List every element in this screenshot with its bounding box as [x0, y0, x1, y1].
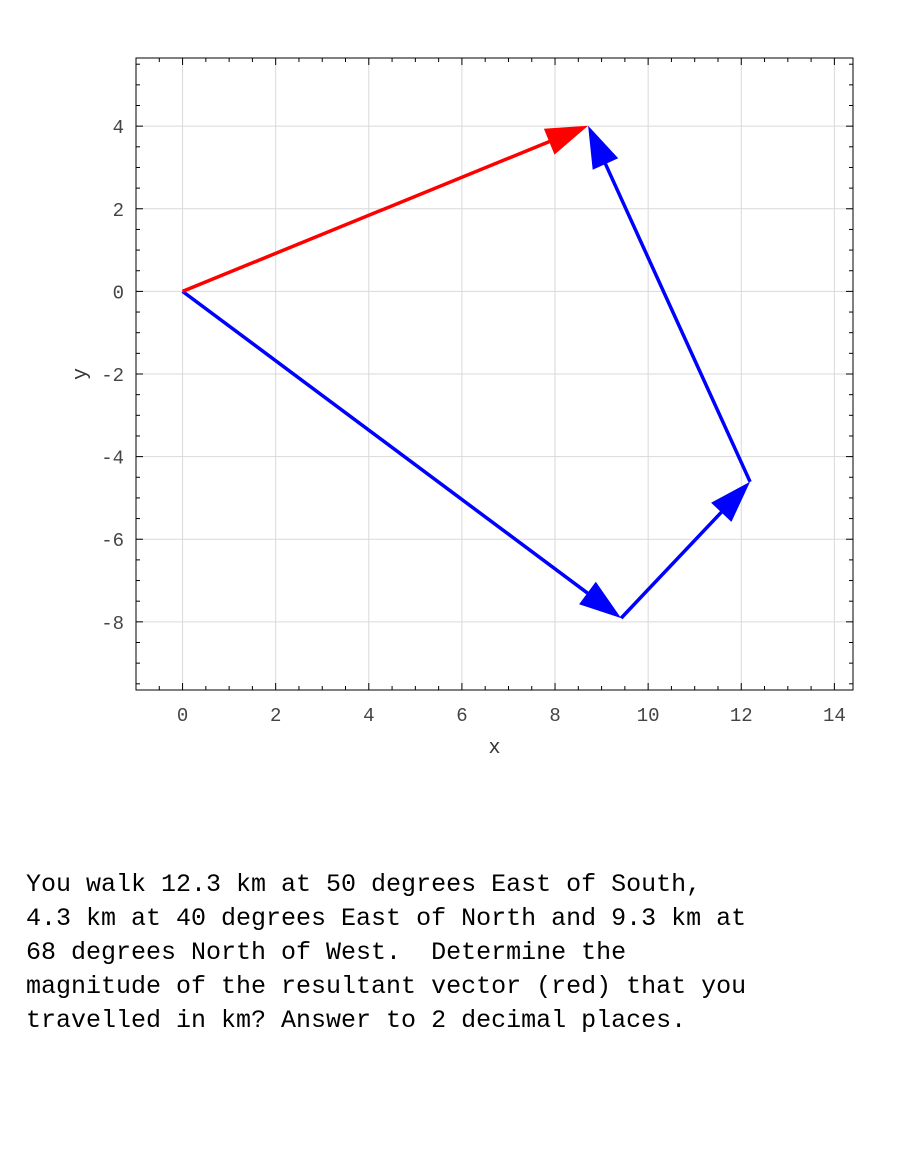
chart-svg: 0 2 4 6 8 10 12 14 4 2 0 -2 -4 -6 -8 x y	[70, 57, 854, 760]
vector-arrow	[181, 289, 622, 619]
grid-lines	[136, 58, 853, 690]
x-axis-title: x	[488, 737, 500, 760]
vector-arrow	[619, 481, 751, 620]
y-axis-title: y	[70, 368, 93, 380]
vector-arrowhead	[579, 581, 622, 619]
question-line: 68 degrees North of West. Determine the	[26, 938, 627, 967]
vector-chart: 0 2 4 6 8 10 12 14 4 2 0 -2 -4 -6 -8 x y	[70, 57, 854, 760]
x-tick-label: 0	[177, 705, 188, 727]
x-tick-label: 14	[823, 705, 846, 727]
y-tick-label: -4	[101, 448, 124, 470]
y-tick-label: 0	[113, 282, 124, 304]
y-tick-label: 2	[113, 200, 124, 222]
question-line: magnitude of the resultant vector (red) …	[26, 972, 747, 1001]
question-line: 4.3 km at 40 degrees East of North and 9…	[26, 904, 747, 933]
vectors	[181, 125, 752, 620]
x-tick-labels: 0 2 4 6 8 10 12 14	[177, 705, 846, 727]
x-tick-label: 2	[270, 705, 281, 727]
minor-ticks	[135, 58, 853, 690]
x-tick-label: 8	[549, 705, 560, 727]
question-text: You walk 12.3 km at 50 degrees East of S…	[26, 868, 886, 1038]
y-tick-label: -2	[101, 365, 124, 387]
x-tick-label: 4	[363, 705, 374, 727]
vector-arrow	[588, 125, 752, 483]
vector-arrow	[181, 125, 589, 294]
vector-shaft	[181, 138, 554, 294]
y-tick-labels: 4 2 0 -2 -4 -6 -8	[101, 117, 124, 635]
vector-arrowhead	[711, 481, 751, 522]
x-tick-label: 10	[637, 705, 660, 727]
question-line: You walk 12.3 km at 50 degrees East of S…	[26, 870, 702, 899]
question-line: travelled in km? Answer to 2 decimal pla…	[26, 1006, 687, 1035]
y-tick-label: 4	[113, 117, 124, 139]
vector-arrowhead	[543, 125, 589, 155]
y-tick-label: -8	[101, 613, 124, 635]
vector-shaft	[602, 159, 752, 483]
x-tick-label: 6	[456, 705, 467, 727]
x-tick-label: 12	[730, 705, 753, 727]
vector-arrowhead	[588, 125, 619, 170]
y-tick-label: -6	[101, 530, 124, 552]
vector-shaft	[619, 508, 726, 620]
vector-shaft	[181, 289, 592, 597]
